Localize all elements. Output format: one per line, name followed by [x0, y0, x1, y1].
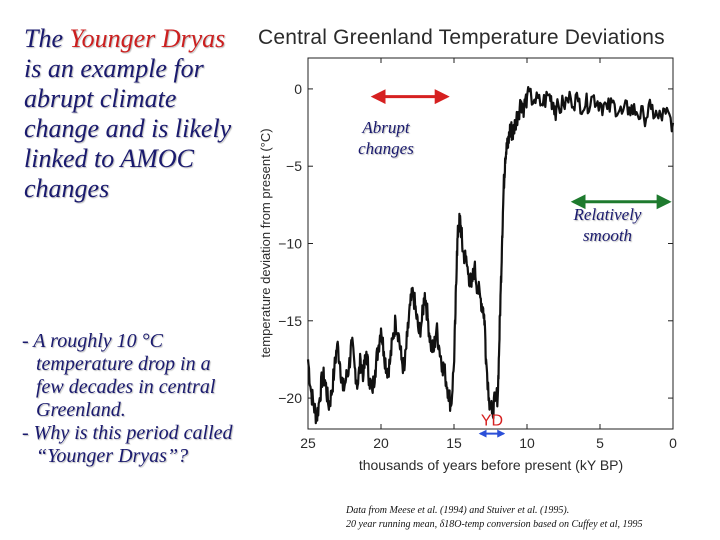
bullet-2: - Why is this period called “Younger Dry…: [22, 422, 233, 467]
yd-label: YD: [481, 413, 503, 430]
title-highlight: Younger Dryas: [69, 24, 226, 53]
credit-line-1: Data from Meese et al. (1994) and Stuive…: [346, 505, 570, 516]
abrupt-changes-label: Abrupt changes: [358, 118, 414, 158]
y-tick-label: −10: [278, 236, 302, 252]
credit-line-2: 20 year running mean, δ18O-temp conversi…: [346, 519, 643, 530]
x-tick-label: 10: [519, 435, 535, 451]
slide-title: The Younger Dryas is an example for abru…: [24, 24, 239, 204]
y-tick-label: −5: [286, 158, 302, 174]
x-axis-label: thousands of years before present (kY BP…: [359, 457, 623, 473]
y-axis-label: temperature deviation from present (°C): [258, 128, 273, 357]
x-tick-label: 5: [596, 435, 604, 451]
chart-title: Central Greenland Temperature Deviations: [258, 26, 665, 49]
x-tick-label: 15: [446, 435, 462, 451]
bullet-1: - A roughly 10 °C temperature drop in a …: [22, 330, 216, 421]
relatively-smooth-label: Relatively smooth: [573, 205, 642, 245]
y-tick-label: −20: [278, 390, 302, 406]
title-part2: is an example for abrupt climate change …: [24, 54, 232, 203]
x-tick-label: 0: [669, 435, 677, 451]
y-tick-label: 0: [294, 81, 302, 97]
bullet-list: - A roughly 10 °C temperature drop in a …: [22, 330, 237, 468]
x-tick-label: 20: [373, 435, 389, 451]
y-tick-label: −15: [278, 313, 302, 329]
temperature-series-line: [306, 86, 675, 425]
data-credit: Data from Meese et al. (1994) and Stuive…: [346, 504, 643, 532]
x-tick-label: 25: [300, 435, 316, 451]
title-part1: The: [24, 24, 70, 53]
